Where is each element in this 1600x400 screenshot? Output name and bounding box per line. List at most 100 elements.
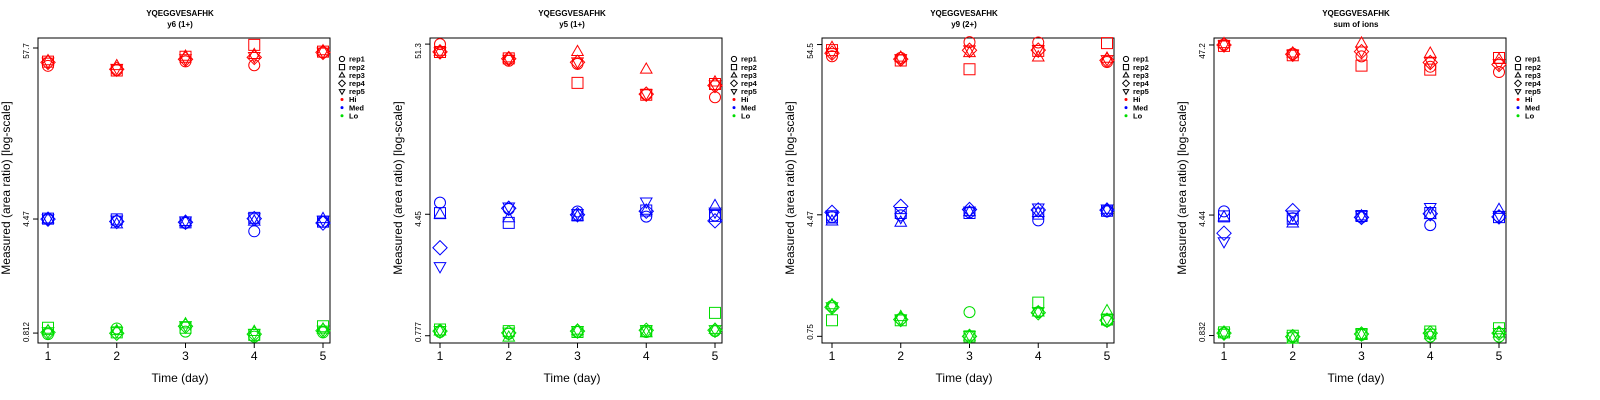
panel-subtitle: sum of ions (1334, 20, 1379, 29)
chart-panel-y6: YQEGGVESAFHK y6 (1+) Time (day) Measured… (0, 9, 366, 385)
x-tick-label: 5 (1104, 349, 1111, 363)
data-point-rep5-hi (1286, 49, 1300, 62)
data-point-rep2-hi (179, 50, 192, 63)
data-point-rep5-hi (639, 89, 653, 101)
data-point-rep4-med (1491, 208, 1507, 225)
data-point-rep1-med (1424, 219, 1437, 232)
data-point-rep3-lo (1492, 325, 1506, 338)
data-point-rep4-med (500, 200, 517, 217)
legend-dot-icon (1124, 98, 1128, 101)
legend-circle-icon (338, 55, 346, 63)
legend-triangle-down-icon (1122, 89, 1130, 96)
data-point-rep4-med (432, 239, 448, 256)
data-point-rep3-lo (1217, 324, 1231, 337)
data-point-rep5-hi (316, 47, 330, 60)
data-point-rep3-hi (1423, 46, 1437, 58)
data-point-rep5-med (825, 210, 839, 222)
x-tick-label: 4 (1035, 349, 1042, 363)
y-tick-label: 4.47 (806, 211, 815, 227)
legend-label: rep5 (1525, 87, 1541, 96)
data-point-rep1-hi (826, 50, 838, 63)
data-point-rep3-lo (570, 322, 585, 335)
y-tick-label: 4.47 (22, 211, 31, 227)
data-point-rep4-med (1353, 209, 1370, 226)
legend-label: Hi (741, 95, 749, 104)
data-point-rep4-med (824, 204, 840, 221)
data-point-rep1-med (248, 225, 261, 238)
legend-triangle-up-icon (1514, 71, 1522, 78)
data-point-rep3-hi (433, 44, 447, 56)
chart-panel-y5: YQEGGVESAFHK y5 (1+) Time (day) Measured… (391, 9, 758, 385)
legend-label: rep4 (741, 79, 758, 88)
legend-label: rep5 (1133, 87, 1149, 96)
data-point-rep5-med (962, 206, 977, 219)
data-point-rep2-hi (1101, 37, 1113, 50)
legend-label: rep5 (349, 87, 365, 96)
legend-circle-icon (1514, 55, 1522, 63)
y-tick-label: 0.812 (22, 321, 31, 342)
legend-triangle-up-icon (338, 71, 346, 78)
panel-title: YQEGGVESAFHK (930, 9, 998, 18)
legend-triangle-down-icon (1514, 89, 1522, 96)
data-point-rep2-lo (1424, 325, 1437, 338)
legend-dot-icon (732, 114, 736, 118)
legend-label: rep1 (1133, 55, 1149, 64)
x-tick-label: 3 (182, 349, 189, 363)
legend-label: Hi (1133, 95, 1141, 104)
data-point-rep2-med (502, 216, 515, 229)
legend-square-icon (338, 64, 346, 71)
data-point-rep1-lo (963, 306, 976, 319)
data-point-rep1-hi (709, 91, 721, 104)
data-point-rep5-hi (570, 57, 585, 70)
data-point-rep3-med (433, 206, 447, 219)
y-tick-label: 0.75 (806, 324, 815, 340)
panel-subtitle: y6 (1+) (167, 20, 193, 29)
data-points (1216, 35, 1507, 345)
legend-label: rep1 (349, 55, 365, 64)
data-point-rep2-lo (502, 325, 515, 338)
data-point-rep1-hi (1424, 60, 1437, 73)
data-point-rep3-med (502, 210, 516, 223)
legend-label: rep3 (741, 71, 757, 80)
data-point-rep3-lo (1031, 304, 1045, 317)
data-point-rep2-med (826, 211, 838, 224)
data-point-rep4-med (1216, 225, 1232, 242)
legend-label: Lo (349, 111, 359, 120)
legend-label: rep4 (1133, 79, 1150, 88)
data-point-rep3-hi (894, 49, 908, 62)
legend-triangle-down-icon (730, 89, 738, 96)
data-point-rep2-med (434, 207, 446, 220)
data-point-rep5-med (1354, 210, 1369, 223)
data-point-rep3-med (1423, 207, 1437, 220)
data-point-rep5-med (316, 215, 330, 228)
data-point-rep1-med (434, 196, 446, 209)
data-point-rep3-lo (316, 321, 330, 334)
data-point-rep5-med (178, 216, 193, 229)
data-point-rep5-lo (1423, 328, 1437, 341)
data-point-rep3-med (41, 211, 55, 224)
data-point-rep5-lo (1354, 328, 1369, 341)
data-point-rep2-hi (110, 64, 123, 77)
data-point-rep5-hi (502, 54, 516, 67)
y-tick-label: 0.832 (1198, 321, 1207, 342)
data-point-rep5-hi (110, 63, 124, 76)
data-point-rep5-hi (247, 52, 261, 64)
x-tick-label: 3 (574, 349, 581, 363)
y-axis-label: Measured (area ratio) [log-scale] (1175, 101, 1189, 274)
x-tick-label: 4 (1427, 349, 1434, 363)
data-point-rep5-med (502, 202, 516, 215)
x-tick-label: 1 (437, 349, 444, 363)
panel-subtitle: y5 (1+) (559, 20, 585, 29)
data-point-rep4-med (315, 215, 331, 231)
data-point-rep5-lo (178, 321, 193, 333)
chart-panel-y9: YQEGGVESAFHK y9 (2+) Time (day) Measured… (783, 9, 1150, 385)
x-tick-label: 3 (966, 349, 973, 363)
data-point-rep5-hi (825, 48, 839, 60)
legend-dot-icon (1124, 114, 1128, 118)
data-point-rep1-hi (1493, 66, 1505, 79)
data-point-rep3-hi (1286, 45, 1300, 58)
legend-dot-icon (732, 98, 736, 101)
data-point-rep5-lo (433, 325, 447, 338)
data-point-rep2-lo (1493, 322, 1505, 335)
